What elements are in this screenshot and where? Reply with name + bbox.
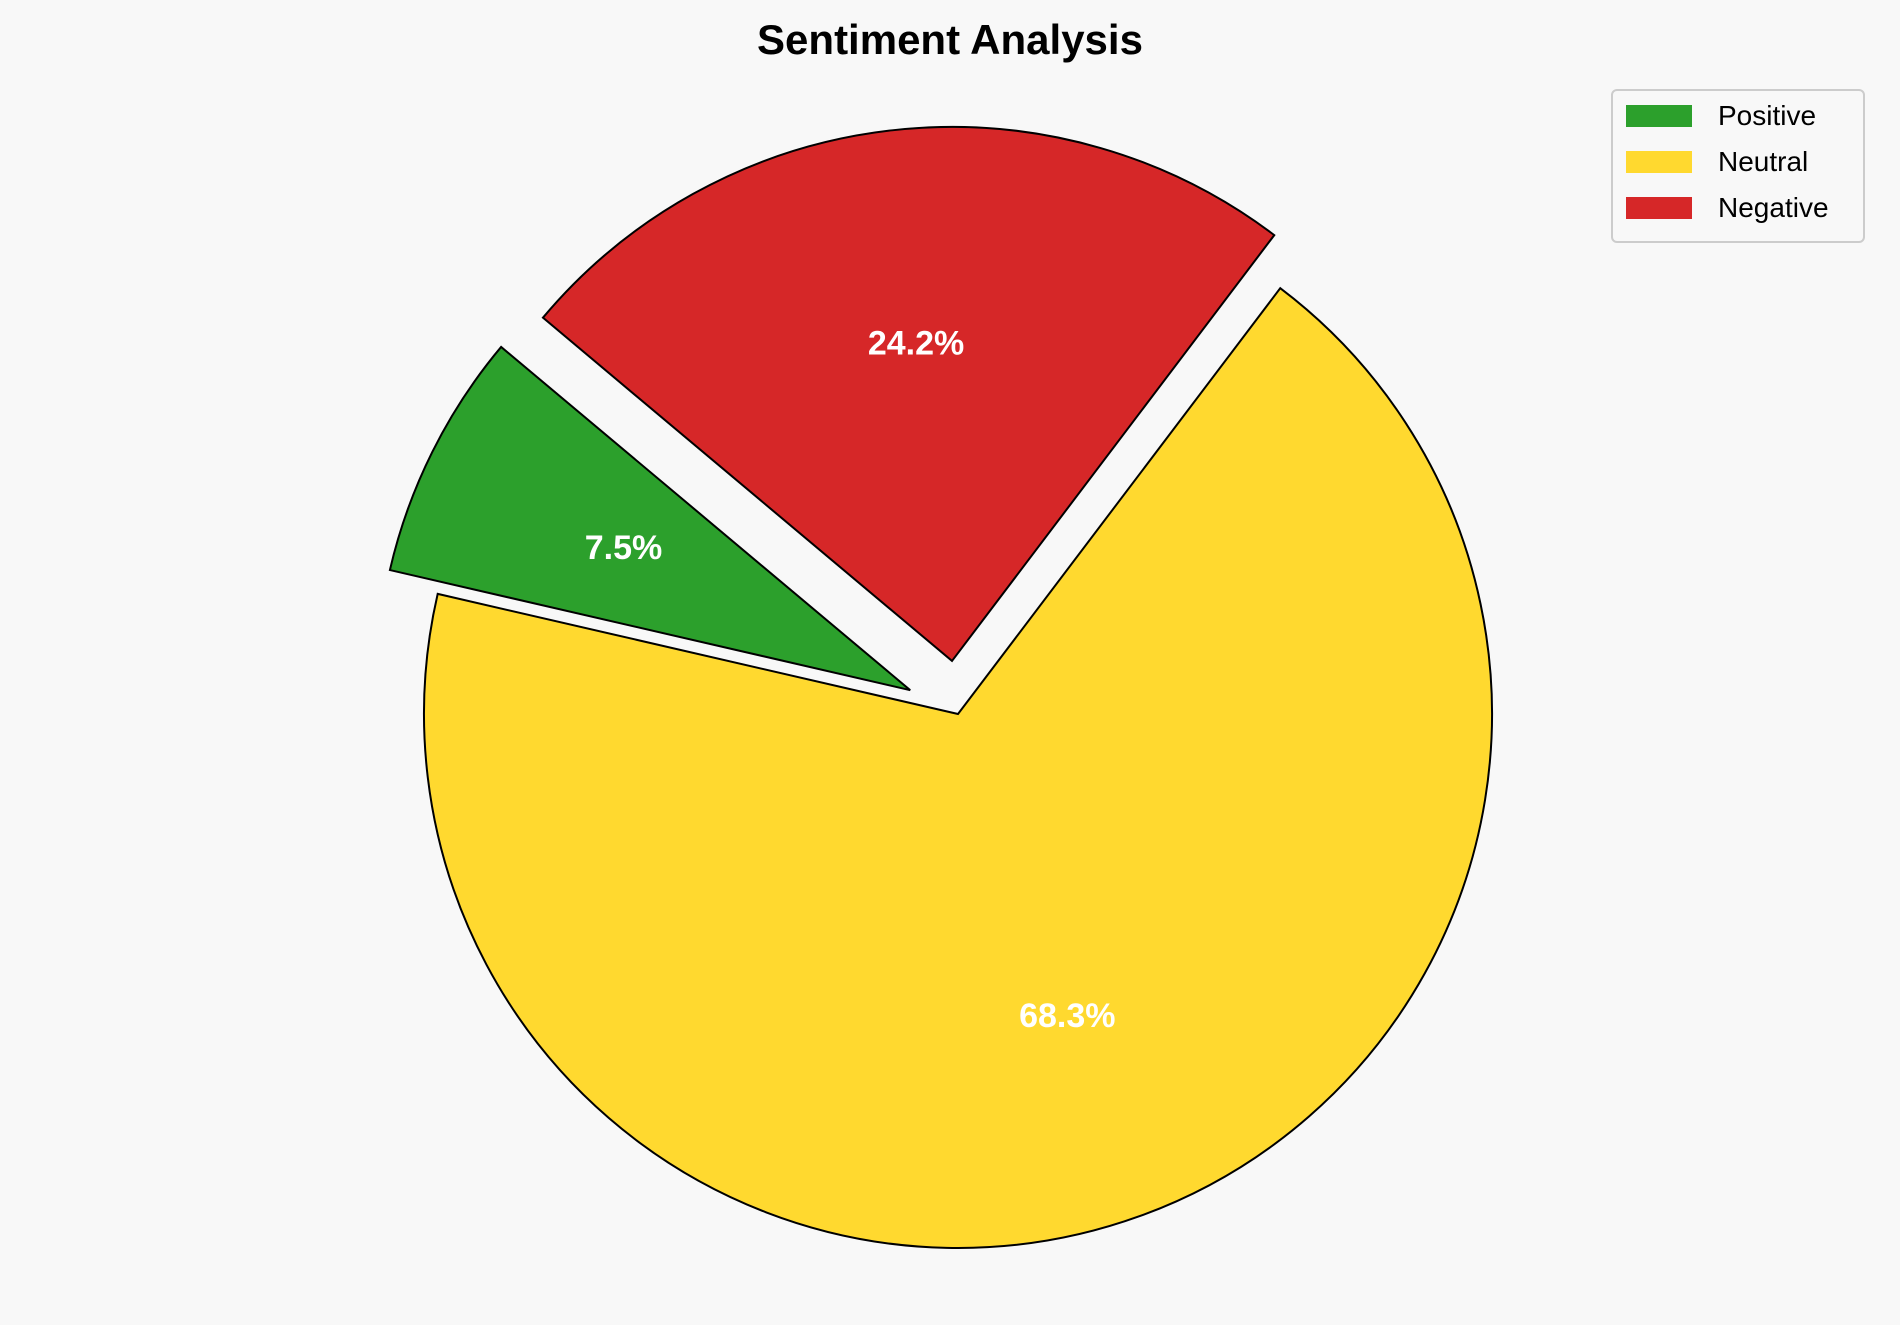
pie-slice-positive	[388, 345, 911, 692]
legend-swatch-positive	[1626, 105, 1692, 127]
pie-slice-neutral	[423, 286, 1493, 1249]
legend-label-negative: Negative	[1718, 192, 1829, 223]
legend-swatch-neutral	[1626, 151, 1692, 173]
pie-slice-negative	[541, 125, 1276, 663]
legend-swatch-negative	[1626, 197, 1692, 219]
legend-label-neutral: Neutral	[1718, 146, 1808, 177]
slice-label-negative: 24.2%	[868, 325, 964, 363]
legend-label-positive: Positive	[1718, 100, 1816, 131]
slice-label-neutral: 68.3%	[1019, 997, 1115, 1035]
legend: Positive Neutral Negative	[1611, 89, 1865, 243]
chart-title: Sentiment Analysis	[757, 16, 1143, 63]
slice-label-positive: 7.5%	[585, 529, 663, 567]
